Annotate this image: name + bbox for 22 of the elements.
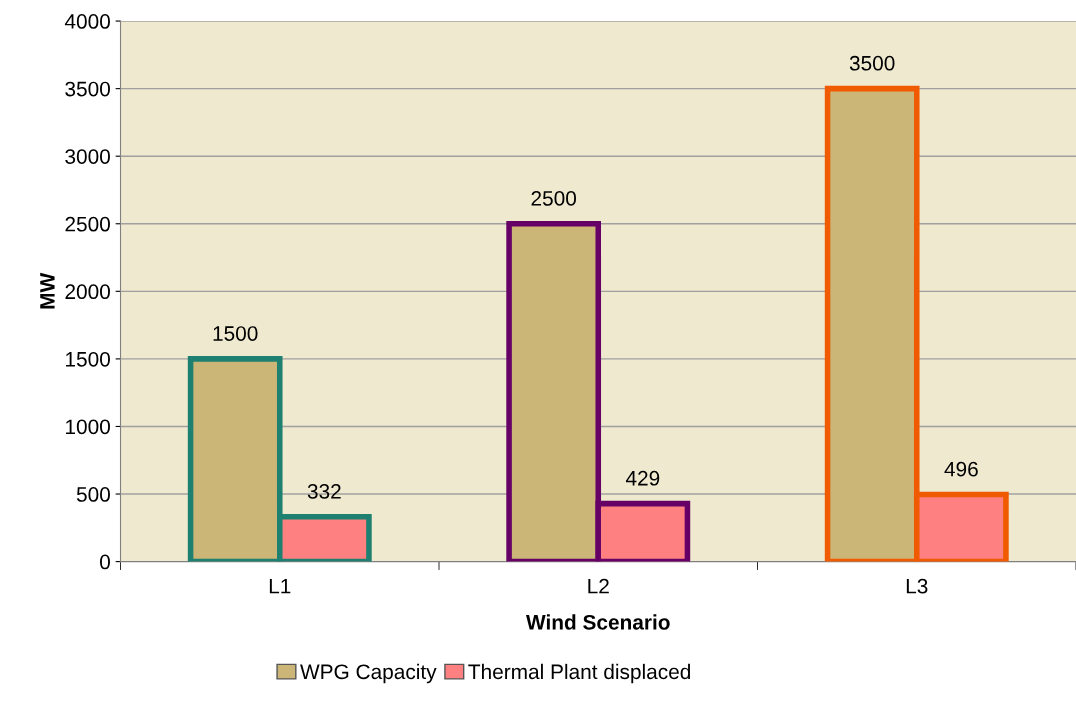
data-label: 496 xyxy=(944,461,978,477)
x-tick-label: L2 xyxy=(588,578,609,594)
y-tick-label: 2500 xyxy=(65,216,110,232)
x-axis-title: Wind Scenario xyxy=(526,614,670,630)
data-label: 3500 xyxy=(849,55,895,71)
legend-label: WPG Capacity xyxy=(300,663,437,684)
y-tick-label: 3500 xyxy=(65,81,110,97)
data-label: 429 xyxy=(625,470,660,486)
x-tick-label: L1 xyxy=(269,579,291,594)
x-tick-label: L3 xyxy=(906,578,928,594)
legend-label: Thermal Plant displaced xyxy=(468,663,690,684)
y-tick-label: 0 xyxy=(100,554,110,570)
data-label: 332 xyxy=(307,483,341,499)
y-tick-label: 3000 xyxy=(65,149,110,164)
y-axis-title: MW xyxy=(40,272,55,309)
y-tick-label: 1500 xyxy=(66,351,110,367)
data-label: 1500 xyxy=(213,326,258,341)
y-tick-label: 1000 xyxy=(66,419,110,435)
y-tick-label: 4000 xyxy=(64,14,110,29)
y-tick-label: 2000 xyxy=(65,284,110,300)
data-label: 2500 xyxy=(531,191,577,206)
y-tick-label: 500 xyxy=(76,487,110,502)
